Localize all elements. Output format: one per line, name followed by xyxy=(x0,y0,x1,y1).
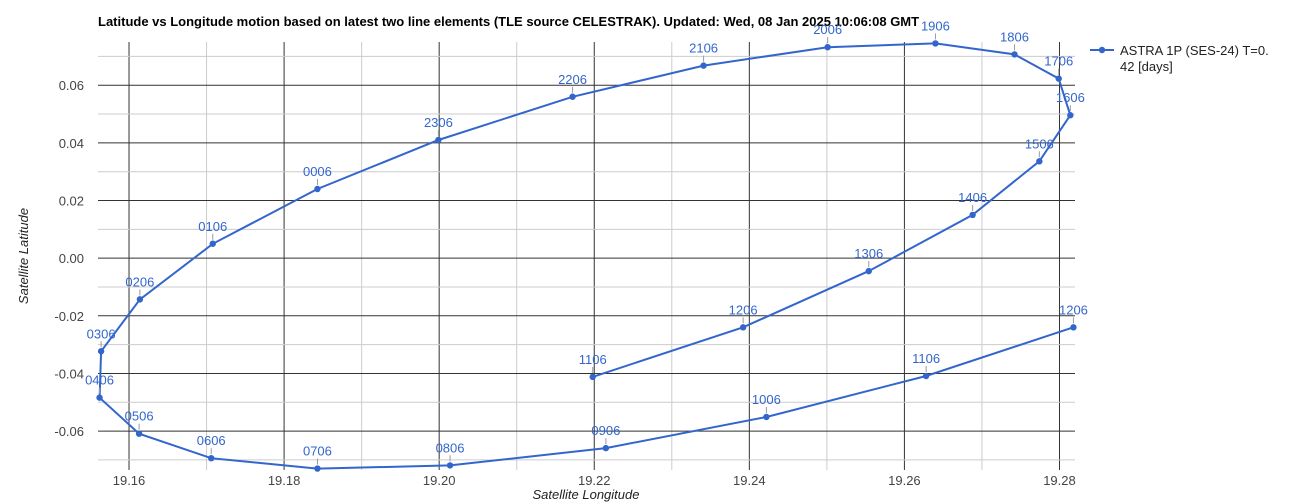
data-point[interactable] xyxy=(136,296,144,303)
point-label: 1106 xyxy=(912,351,940,366)
point-label: 1606 xyxy=(1056,90,1085,105)
point-label: 0006 xyxy=(303,164,332,179)
point-label: 0406 xyxy=(85,373,114,388)
data-point[interactable] xyxy=(314,465,321,472)
x-tick-label: 19.24 xyxy=(733,473,766,488)
data-point[interactable] xyxy=(208,454,215,462)
data-point[interactable] xyxy=(435,136,442,144)
point-label: 0506 xyxy=(125,409,154,424)
point-label: 2106 xyxy=(689,41,718,56)
point-label: 1406 xyxy=(958,190,987,205)
legend-label: ASTRA 1P (SES-24) T=0. 42 [days] xyxy=(1120,43,1269,74)
data-point[interactable] xyxy=(824,43,831,51)
data-point[interactable] xyxy=(589,373,596,381)
legend-marker xyxy=(1098,46,1106,54)
point-label: 1906 xyxy=(921,18,950,33)
data-point[interactable] xyxy=(96,394,103,401)
data-point[interactable] xyxy=(602,444,610,452)
point-label: 2306 xyxy=(424,115,453,130)
data-point[interactable] xyxy=(569,93,576,100)
data-point[interactable] xyxy=(446,462,454,469)
y-tick-label: 0.00 xyxy=(59,251,84,266)
point-labels: 1106 1206 1306 1406 1506 1606 1706 1806 1906 2006… xyxy=(85,18,1088,465)
x-axis-ticks: 19.16 19.18 19.20 19.22 19.24 19.26 19.28 xyxy=(113,473,1076,488)
point-label: 1706 xyxy=(1044,54,1073,69)
series-layer xyxy=(96,40,1077,472)
y-tick-label: -0.04 xyxy=(54,366,84,381)
point-label: 0606 xyxy=(197,433,226,448)
point-label: 0906 xyxy=(591,423,620,438)
x-tick-label: 19.20 xyxy=(423,473,456,488)
chart-title: Latitude vs Longitude motion based on la… xyxy=(98,14,919,29)
data-point[interactable] xyxy=(922,372,930,380)
data-point[interactable] xyxy=(865,267,872,275)
y-tick-label: 0.02 xyxy=(59,194,84,209)
data-point[interactable] xyxy=(1055,75,1062,82)
point-label: 1206 xyxy=(729,302,758,317)
point-label: 2006 xyxy=(813,22,842,37)
data-point[interactable] xyxy=(700,62,707,69)
point-label: 2206 xyxy=(558,72,587,87)
data-point[interactable] xyxy=(1036,158,1043,165)
point-label: 0106 xyxy=(198,219,227,234)
y-tick-label: 0.04 xyxy=(59,136,84,151)
data-point[interactable] xyxy=(1067,112,1074,119)
data-point[interactable] xyxy=(1011,51,1018,58)
data-point[interactable] xyxy=(314,185,321,193)
point-label: 1206 xyxy=(1059,302,1088,317)
x-tick-label: 19.18 xyxy=(268,473,301,488)
data-point[interactable] xyxy=(135,430,143,437)
y-tick-label: -0.06 xyxy=(54,424,84,439)
data-point[interactable] xyxy=(932,40,939,47)
data-point[interactable] xyxy=(763,413,770,421)
data-point[interactable] xyxy=(209,240,216,247)
x-tick-label: 19.28 xyxy=(1043,473,1076,488)
data-point[interactable] xyxy=(1070,324,1077,331)
data-point[interactable] xyxy=(97,348,105,355)
point-label: 1506 xyxy=(1025,136,1054,151)
x-axis-title: Satellite Longitude xyxy=(533,487,640,502)
series-line xyxy=(98,42,1074,470)
y-axis-title: Satellite Latitude xyxy=(16,208,31,304)
plot-grid xyxy=(98,42,1075,470)
data-point[interactable] xyxy=(739,324,747,331)
point-label: 0806 xyxy=(436,440,465,455)
point-label: 1806 xyxy=(1000,29,1029,44)
x-tick-label: 19.26 xyxy=(888,473,921,488)
point-label: 1306 xyxy=(854,246,883,261)
point-label: 0706 xyxy=(303,444,332,459)
point-label: 1106 xyxy=(579,352,607,367)
y-tick-label: 0.06 xyxy=(59,78,84,93)
data-point[interactable] xyxy=(969,211,976,219)
x-tick-label: 19.16 xyxy=(113,473,146,488)
point-label: 1006 xyxy=(752,392,781,407)
point-label: 0206 xyxy=(125,274,154,289)
y-axis-ticks: 0.06 0.04 0.02 0.00 -0.02 -0.04 -0.06 xyxy=(54,78,84,439)
legend[interactable]: ASTRA 1P (SES-24) T=0. 42 [days] xyxy=(1090,43,1269,74)
point-label: 0306 xyxy=(87,326,116,341)
x-tick-label: 19.22 xyxy=(578,473,611,488)
y-tick-label: -0.02 xyxy=(54,309,84,324)
